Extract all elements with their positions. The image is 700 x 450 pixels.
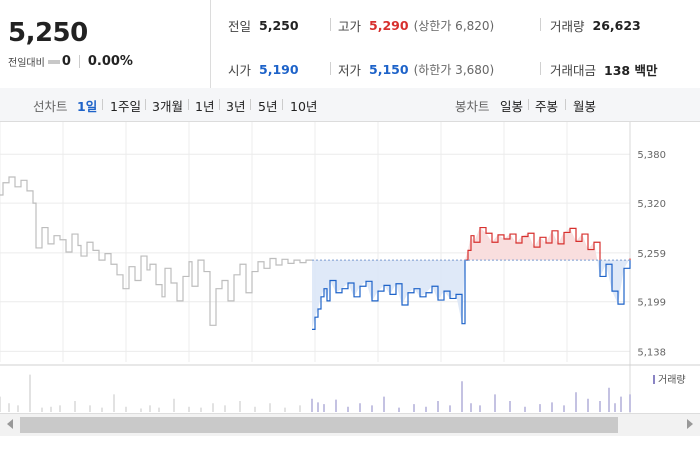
stat-label: 거래량 — [550, 19, 585, 34]
stat-prev-close: 전일 5,250 — [228, 16, 299, 35]
stat-value: 5,250 — [259, 18, 299, 33]
divider — [330, 18, 331, 31]
y-tick-label: 5,138 — [637, 347, 666, 358]
stat-value: 138 백만 — [604, 63, 658, 78]
divider — [219, 99, 220, 110]
y-tick-label: 5,199 — [637, 298, 666, 309]
price-chart[interactable]: 5,380 5,320 5,259 5,199 5,138 거래량 — [0, 122, 700, 414]
divider — [78, 55, 80, 68]
tab-daily-candle[interactable]: 일봉 — [500, 99, 524, 114]
stat-low: 저가 5,150 (하한가 3,680) — [338, 60, 494, 79]
current-price: 5,250 — [8, 18, 88, 48]
stat-value: 26,623 — [592, 18, 641, 33]
stat-volume: 거래량 26,623 — [550, 16, 641, 35]
stat-high: 고가 5,290 (상한가 6,820) — [338, 16, 494, 35]
change-value: 0 — [61, 54, 71, 69]
price-box: 5,250 전일대비 0 0.00% — [0, 0, 211, 88]
stat-value: 5,190 — [259, 62, 299, 77]
chart-scrollbar[interactable] — [0, 413, 700, 436]
tab-3-months[interactable]: 3개월 — [152, 99, 183, 114]
tab-3-years[interactable]: 3년 — [226, 99, 246, 114]
divider — [540, 62, 541, 75]
upper-limit: (상한가 6,820) — [413, 19, 495, 33]
tab-10-years[interactable]: 10년 — [290, 99, 318, 114]
change-row: 전일대비 0 0.00% — [8, 54, 133, 69]
stat-label: 시가 — [228, 63, 252, 78]
tab-monthly-candle[interactable]: 월봉 — [573, 99, 597, 114]
divider — [565, 99, 566, 110]
change-label: 전일대비 — [8, 58, 45, 69]
y-tick-labels: 5,380 5,320 5,259 5,199 5,138 — [637, 150, 666, 358]
lower-limit: (하한가 3,680) — [413, 63, 495, 77]
stat-label: 저가 — [338, 63, 362, 78]
line-chart-label: 선차트 — [33, 99, 68, 114]
stat-value: 5,290 — [369, 18, 409, 33]
y-tick-label: 5,320 — [637, 199, 666, 210]
divider — [250, 99, 251, 110]
series-line-today-down — [312, 260, 631, 331]
chart-tab-bar: 선차트 1일 1주일 3개월 1년 3년 5년 10년 봉차트 일봉 주봉 월봉 — [0, 88, 700, 122]
stat-label: 고가 — [338, 19, 362, 34]
divider — [528, 99, 529, 110]
tab-5-years[interactable]: 5년 — [258, 99, 278, 114]
divider — [102, 99, 103, 110]
y-tick-label: 5,380 — [637, 150, 666, 161]
stat-label: 거래대금 — [550, 63, 597, 78]
stat-value: 5,150 — [369, 62, 409, 77]
divider — [330, 62, 331, 75]
stat-label: 전일 — [228, 19, 252, 34]
unchanged-icon — [47, 59, 60, 64]
candle-chart-label: 봉차트 — [455, 99, 490, 114]
stat-trade-value: 거래대금 138 백만 — [550, 60, 657, 79]
divider — [282, 99, 283, 110]
change-percent: 0.00% — [87, 54, 133, 69]
quote-summary: 5,250 전일대비 0 0.00% 전일 5,250 고가 5,290 (상한… — [0, 0, 700, 89]
price-chart-svg: 5,380 5,320 5,259 5,199 5,138 거래량 — [0, 122, 700, 414]
divider — [540, 18, 541, 31]
arrow-right-icon[interactable] — [687, 419, 693, 429]
scrollbar-thumb[interactable] — [20, 417, 618, 433]
stat-open: 시가 5,190 — [228, 60, 299, 79]
tab-1-day[interactable]: 1일 — [77, 99, 98, 114]
divider — [188, 99, 189, 110]
tab-weekly-candle[interactable]: 주봉 — [535, 99, 559, 114]
tab-1-year[interactable]: 1년 — [195, 99, 215, 114]
arrow-left-icon[interactable] — [7, 419, 13, 429]
tab-1-week[interactable]: 1주일 — [110, 99, 141, 114]
y-tick-label: 5,259 — [637, 249, 666, 260]
volume-legend-label: 거래량 — [658, 374, 686, 386]
series-line-previous — [0, 176, 312, 326]
volume-legend-swatch — [653, 375, 655, 384]
divider — [145, 99, 146, 110]
